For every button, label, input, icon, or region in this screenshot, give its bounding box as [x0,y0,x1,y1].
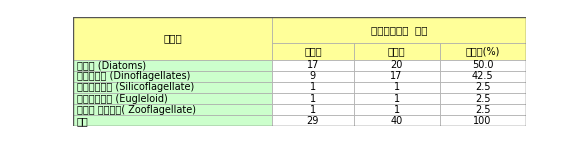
Text: 29: 29 [307,116,319,126]
Bar [73,60,272,71]
Text: 합계: 합계 [77,116,88,126]
Bar [272,115,354,126]
Text: 2.5: 2.5 [475,94,491,104]
Bar [73,93,272,104]
Bar [272,93,354,104]
Text: 1: 1 [394,105,399,115]
Bar [354,104,440,115]
Text: 17: 17 [391,71,403,81]
Bar [354,115,440,126]
Text: 유글레나조류 (Eugleloid): 유글레나조류 (Eugleloid) [77,94,168,104]
Bar [440,82,526,93]
Bar [73,71,272,82]
Text: 점유율(%): 점유율(%) [465,46,500,56]
Text: 출현속: 출현속 [304,46,322,56]
Text: 규조류 (Diatoms): 규조류 (Diatoms) [77,60,146,70]
Text: 100: 100 [474,116,492,126]
Text: 1: 1 [310,94,316,104]
Bar [73,17,272,60]
Text: 2.5: 2.5 [475,83,491,92]
Text: 동물성 편모조류( Zooflagellate): 동물성 편모조류( Zooflagellate) [77,105,196,115]
Bar [354,71,440,82]
Bar [272,71,354,82]
Bar [440,104,526,115]
Text: 와편모조류 (Dinoflagellates): 와편모조류 (Dinoflagellates) [77,71,190,81]
Bar [73,104,272,115]
Bar [272,17,526,43]
Bar [354,82,440,93]
Text: 1: 1 [394,94,399,104]
Text: 1: 1 [310,83,316,92]
Bar [440,93,526,104]
Text: 9: 9 [310,71,316,81]
Bar [272,104,354,115]
Text: 17: 17 [307,60,319,70]
Text: 1: 1 [394,83,399,92]
Text: 1: 1 [310,105,316,115]
Bar [440,60,526,71]
Bar [440,71,526,82]
Bar [272,43,354,60]
Bar [73,115,272,126]
Text: 2.5: 2.5 [475,105,491,115]
Bar [272,60,354,71]
Bar [272,82,354,93]
Text: 40: 40 [391,116,403,126]
Bar [354,60,440,71]
Bar [440,115,526,126]
Text: 50.0: 50.0 [472,60,493,70]
Bar [354,43,440,60]
Text: 42.5: 42.5 [472,71,493,81]
Bar [73,82,272,93]
Bar [354,93,440,104]
Text: 분류군: 분류군 [163,33,182,43]
Text: 20: 20 [391,60,403,70]
Bar [440,43,526,60]
Text: 출현종: 출현종 [388,46,405,56]
Text: 규질편모조류 (Silicoflagellate): 규질편모조류 (Silicoflagellate) [77,83,194,92]
Text: 식물플랑크톤  군집: 식물플랑크톤 군집 [371,25,427,35]
